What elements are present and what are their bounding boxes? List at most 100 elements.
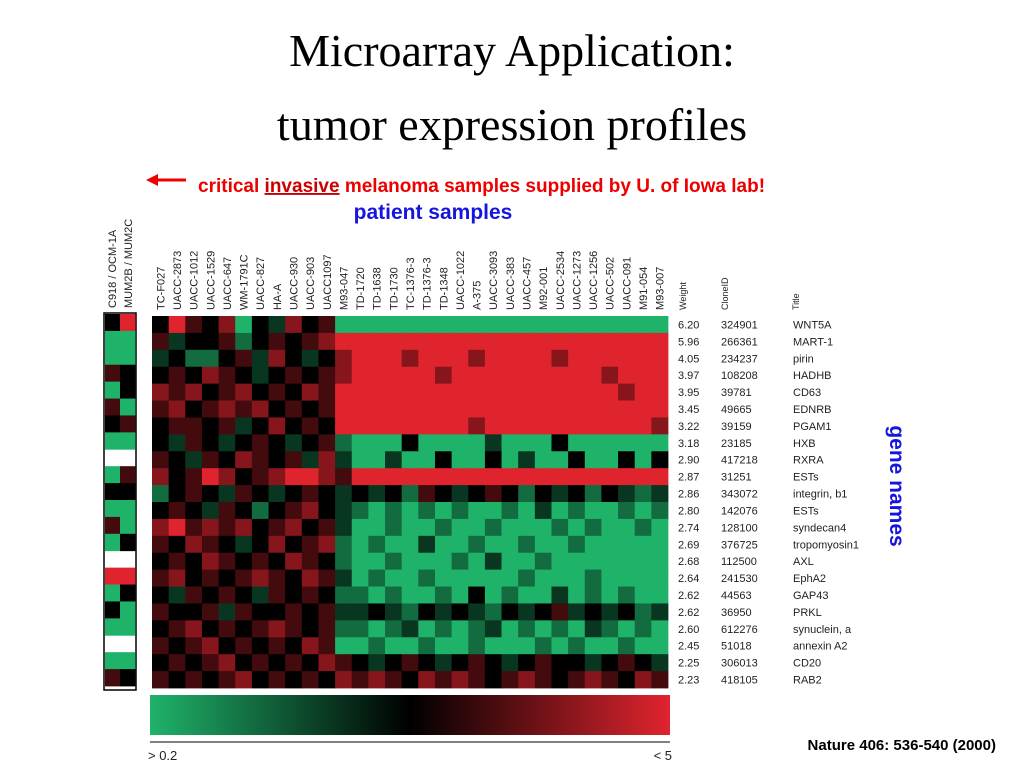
heatmap-cell (318, 671, 336, 689)
heatmap-cell (601, 603, 619, 621)
heatmap-cell (318, 400, 336, 418)
gene-title: synuclein, a (793, 624, 852, 636)
heatmap-cell (268, 654, 286, 672)
heatmap-cell (451, 366, 469, 385)
heatmap-cell (518, 671, 536, 689)
weight: 2.45 (678, 641, 699, 653)
heatmap-cell (168, 434, 186, 452)
heatmap-cell (235, 316, 253, 334)
heatmap-cell (351, 383, 369, 401)
heatmap-cell (351, 417, 369, 435)
heatmap-cell (601, 417, 619, 435)
heatmap-cell (634, 417, 652, 435)
weight: 2.74 (678, 522, 699, 534)
heatmap-cell (401, 349, 419, 368)
strip-cell (105, 567, 121, 585)
weight: 2.23 (678, 675, 699, 687)
heatmap-cell (251, 535, 269, 554)
heatmap-cell (368, 400, 386, 418)
heatmap-cell (451, 569, 469, 587)
heatmap-cell (318, 502, 336, 520)
heatmap-cell (201, 349, 219, 368)
heatmap-cell (368, 552, 386, 571)
strip-cell (120, 584, 136, 602)
heatmap-cell (584, 569, 602, 587)
sample-label: WM-1791C (239, 254, 251, 310)
heatmap-cell (518, 451, 536, 469)
heatmap-cell (518, 485, 536, 503)
heatmap-cell (401, 637, 419, 655)
heatmap-cell (584, 502, 602, 520)
heatmap-cell (185, 316, 203, 334)
heatmap-cell (651, 552, 669, 571)
heatmap-cell (268, 468, 286, 486)
heatmap-cell (618, 485, 636, 503)
heatmap-cell (618, 518, 636, 537)
heatmap-cell (235, 518, 253, 537)
heatmap-cell (268, 316, 286, 334)
heatmap-cell (451, 518, 469, 537)
heatmap-cell (268, 349, 286, 368)
heatmap-cell (285, 400, 303, 418)
heatmap-cell (501, 468, 519, 486)
sample-label: TD-1348 (438, 267, 450, 310)
heatmap-cell (601, 451, 619, 469)
heatmap-cell (318, 535, 336, 554)
heatmap-cell (484, 535, 502, 554)
heatmap-cell (651, 535, 669, 554)
heatmap-cell (518, 569, 536, 587)
heatmap-cell (168, 637, 186, 655)
heatmap-cell (185, 671, 203, 689)
heatmap-cell (434, 671, 453, 689)
strip-cell (120, 516, 136, 535)
heatmap-cell (434, 603, 453, 621)
heatmap-cell (385, 349, 403, 368)
gene-title: MART-1 (793, 336, 833, 348)
heatmap-cell (351, 654, 369, 672)
heatmap-cell (634, 535, 652, 554)
heatmap-cell (285, 671, 303, 689)
heatmap-cell (285, 569, 303, 587)
heatmap-cell (501, 366, 519, 385)
heatmap-cell (618, 383, 636, 401)
heatmap-cell (518, 637, 536, 655)
heatmap-cell (401, 671, 419, 689)
heatmap-cell (651, 400, 669, 418)
heatmap-cell (318, 316, 336, 334)
heatmap-cell (484, 417, 502, 435)
weight: 4.05 (678, 353, 699, 365)
heatmap-cell (418, 400, 436, 418)
heatmap-cell (584, 468, 602, 486)
heatmap-cell (235, 637, 253, 655)
heatmap-cell (218, 603, 236, 621)
heatmap-cell (568, 671, 586, 689)
heatmap-cell (568, 586, 586, 604)
heatmap-cell (301, 451, 319, 469)
sample-label: UACC-1273 (571, 251, 583, 310)
heatmap-cell (568, 603, 586, 621)
weight: 2.68 (678, 556, 699, 568)
heatmap-cell (185, 434, 203, 452)
heatmap-cell (568, 569, 586, 587)
heatmap-cell (584, 620, 602, 638)
heatmap-cell (201, 316, 219, 334)
heatmap-cell (601, 485, 619, 503)
weight: 6.20 (678, 319, 699, 331)
heatmap-cell (601, 366, 619, 385)
column-header: CloneID (720, 277, 730, 310)
clone-id: 128100 (721, 522, 758, 534)
heatmap-cell (634, 485, 652, 503)
heatmap-cell (335, 586, 353, 604)
heatmap-cell (152, 502, 170, 520)
heatmap-cell (401, 603, 419, 621)
heatmap-cell (268, 383, 286, 401)
heatmap-cell (385, 417, 403, 435)
heatmap-cell (268, 366, 286, 385)
heatmap-cell (468, 349, 486, 368)
heatmap-cell (318, 603, 336, 621)
heatmap-cell (385, 451, 403, 469)
heatmap-cell (501, 671, 519, 689)
heatmap-cell (201, 637, 219, 655)
heatmap (105, 314, 669, 689)
heatmap-cell (168, 383, 186, 401)
